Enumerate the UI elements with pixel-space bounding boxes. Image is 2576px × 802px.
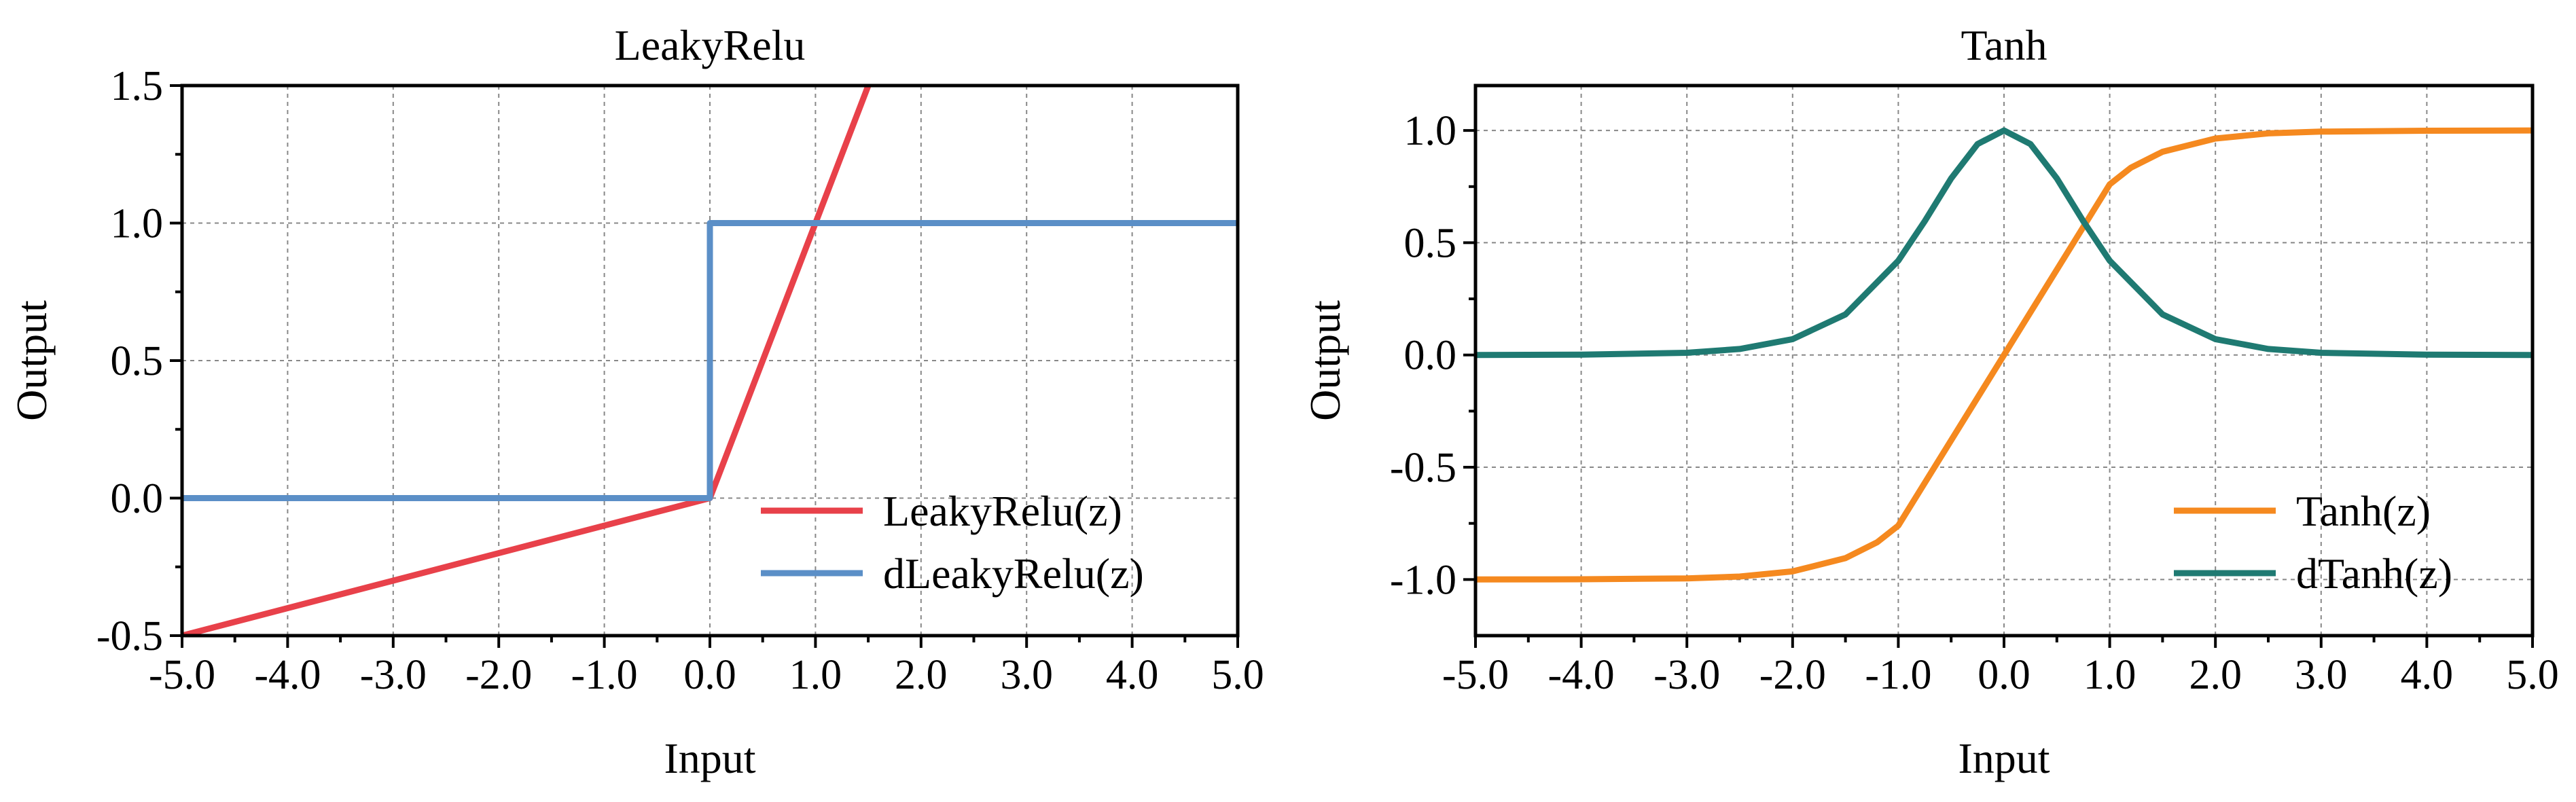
- y-tick-label: -0.5: [1390, 445, 1456, 491]
- x-tick-label: -4.0: [1548, 652, 1615, 698]
- legend-label-leakyrelu-z: LeakyRelu(z): [883, 487, 1122, 535]
- x-tick-label: -1.0: [571, 652, 638, 698]
- x-tick-label: -2.0: [1759, 652, 1826, 698]
- series-line-dtanh-z: [1475, 127, 2533, 359]
- chart-panel-1: -5.0 -4.0 -3.0 -2.0 -1.0 0.0 1.0 2.0 3.0 4.0 5.0 -0…: [7, 21, 1264, 782]
- legend-label-dtanh-z: dTanh(z): [2296, 549, 2452, 598]
- x-axis-label: Input: [664, 734, 755, 782]
- chart-title: Tanh: [1961, 21, 2047, 69]
- x-axis-label: Input: [1958, 734, 2050, 782]
- series-line-dleakyrelu-z: [182, 220, 1238, 501]
- legend: Tanh(z) dTanh(z): [2174, 487, 2452, 598]
- series-group: [182, 86, 1238, 636]
- x-axis: -5.0 -4.0 -3.0 -2.0 -1.0 0.0 1.0 2.0 3.0 4.0 5.0: [149, 636, 1264, 698]
- x-tick-label: 1.0: [2083, 652, 2136, 698]
- x-tick-label: -1.0: [1865, 652, 1931, 698]
- y-axis: -1.0 -0.5 0.0 0.5 1.0: [1390, 108, 1475, 603]
- y-tick-label: 1.5: [111, 63, 164, 109]
- x-tick-label: 3.0: [2295, 652, 2348, 698]
- y-tick-label: 0.5: [111, 338, 164, 384]
- x-tick-label: -3.0: [360, 652, 427, 698]
- chart-title: LeakyRelu: [615, 21, 806, 69]
- y-tick-label: 1.0: [1404, 108, 1457, 154]
- y-tick-label: 0.0: [111, 476, 164, 522]
- x-tick-label: -4.0: [254, 652, 321, 698]
- y-axis-label: Output: [7, 300, 56, 421]
- x-tick-label: 2.0: [2189, 652, 2242, 698]
- x-tick-label: 2.0: [895, 652, 948, 698]
- x-tick-label: 3.0: [1000, 652, 1053, 698]
- y-tick-label: -1.0: [1390, 557, 1456, 603]
- x-tick-label: -3.0: [1653, 652, 1720, 698]
- x-tick-label: 0.0: [683, 652, 736, 698]
- y-tick-label: 0.0: [1404, 333, 1457, 379]
- legend: LeakyRelu(z) dLeakyRelu(z): [761, 487, 1144, 598]
- chart-panel-2: -5.0 -4.0 -3.0 -2.0 -1.0 0.0 1.0 2.0 3.0 4.0 5.0 -1…: [1301, 21, 2559, 782]
- x-tick-label: 4.0: [2401, 652, 2454, 698]
- x-tick-label: 1.0: [789, 652, 842, 698]
- x-tick-label: 5.0: [2506, 652, 2559, 698]
- legend-label-tanh-z: Tanh(z): [2296, 487, 2431, 535]
- x-tick-label: -5.0: [149, 652, 215, 698]
- y-axis-label: Output: [1301, 300, 1349, 421]
- x-tick-label: -5.0: [1442, 652, 1509, 698]
- x-axis: -5.0 -4.0 -3.0 -2.0 -1.0 0.0 1.0 2.0 3.0 4.0 5.0: [1442, 636, 2559, 698]
- x-tick-label: 4.0: [1106, 652, 1159, 698]
- series-line-tanh-z: [1475, 127, 2533, 583]
- grid: [182, 86, 1238, 636]
- series-line-leakyrelu-z: [182, 86, 872, 636]
- y-tick-label: -0.5: [96, 613, 163, 659]
- y-axis: -0.5 0.0 0.5 1.0 1.5: [96, 63, 182, 659]
- x-tick-label: 5.0: [1211, 652, 1264, 698]
- series-group: [1475, 127, 2533, 583]
- y-tick-label: 0.5: [1404, 220, 1457, 266]
- y-tick-label: 1.0: [111, 201, 164, 247]
- x-tick-label: -2.0: [465, 652, 532, 698]
- x-tick-label: 0.0: [1978, 652, 2031, 698]
- legend-label-dleakyrelu-z: dLeakyRelu(z): [883, 549, 1144, 598]
